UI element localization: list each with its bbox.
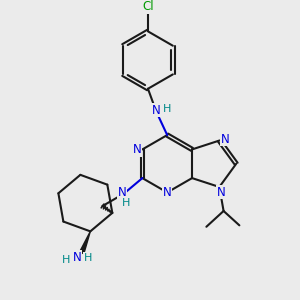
Text: N: N <box>133 143 142 156</box>
Text: H: H <box>84 253 92 263</box>
Text: N: N <box>73 251 82 264</box>
Text: H: H <box>122 198 130 208</box>
Text: N: N <box>118 186 127 199</box>
Text: H: H <box>62 255 70 265</box>
Text: Cl: Cl <box>142 1 154 13</box>
Text: N: N <box>163 186 172 199</box>
Text: H: H <box>163 104 171 114</box>
Text: N: N <box>152 104 161 117</box>
Polygon shape <box>80 231 90 254</box>
Text: N: N <box>221 133 230 146</box>
Text: N: N <box>216 186 225 199</box>
